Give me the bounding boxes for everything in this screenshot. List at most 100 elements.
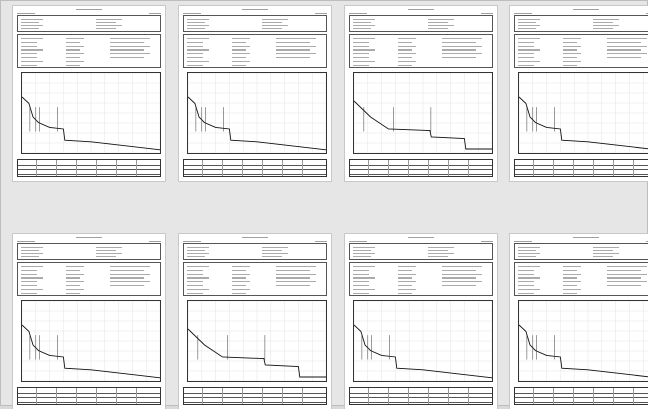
- info-line: [442, 38, 482, 39]
- info-line: [518, 25, 540, 26]
- info-line: [187, 22, 205, 23]
- info-line: [563, 285, 577, 286]
- info-line: [232, 293, 246, 294]
- info-line: [398, 281, 416, 282]
- info-line: [232, 277, 246, 278]
- info-line: [276, 57, 310, 58]
- info-line: [442, 285, 476, 286]
- page-2[interactable]: [179, 6, 331, 181]
- info-line: [398, 38, 416, 39]
- info-line: [66, 46, 84, 47]
- info-line: [187, 281, 203, 282]
- info-line: [593, 28, 613, 29]
- info-line: [518, 281, 534, 282]
- otdr-trace-plot: [353, 300, 493, 382]
- info-line: [398, 61, 416, 62]
- info-line: [21, 274, 37, 275]
- info-line: [262, 25, 288, 26]
- page-header: [510, 8, 648, 11]
- info-line: [593, 247, 619, 248]
- info-line: [428, 28, 448, 29]
- info-line: [353, 57, 369, 58]
- info-line: [398, 53, 416, 54]
- info-line: [66, 57, 80, 58]
- info-line: [518, 250, 536, 251]
- page-8[interactable]: [510, 234, 648, 409]
- trace-svg: [22, 73, 160, 153]
- info-line: [232, 289, 250, 290]
- info-line: [428, 22, 448, 23]
- info-line: [353, 25, 375, 26]
- info-line: [21, 42, 37, 43]
- info-line: [518, 38, 540, 39]
- info-line: [187, 285, 203, 286]
- info-line: [21, 253, 43, 254]
- events-table: [183, 159, 327, 177]
- page-4[interactable]: [510, 6, 648, 181]
- info-line: [518, 256, 536, 257]
- page-6[interactable]: [179, 234, 331, 409]
- info-line: [21, 270, 37, 271]
- info-line: [607, 274, 647, 275]
- info-line: [353, 281, 369, 282]
- page-5[interactable]: [13, 234, 165, 409]
- info-line: [262, 19, 288, 20]
- info-box-1: [17, 243, 161, 260]
- info-line: [66, 61, 84, 62]
- info-line: [232, 38, 250, 39]
- info-line: [110, 42, 144, 43]
- info-box-2: [349, 34, 493, 68]
- info-line: [187, 49, 209, 50]
- info-line: [398, 42, 412, 43]
- info-line: [262, 250, 282, 251]
- info-line: [563, 277, 577, 278]
- page-header: [13, 8, 165, 11]
- info-line: [353, 19, 375, 20]
- info-line: [21, 289, 43, 290]
- info-line: [187, 256, 205, 257]
- info-line: [398, 289, 416, 290]
- info-box-2: [17, 34, 161, 68]
- info-box-2: [514, 262, 648, 296]
- info-line: [563, 46, 581, 47]
- page-header: [345, 8, 497, 11]
- info-line: [66, 274, 84, 275]
- info-line: [110, 281, 150, 282]
- info-line: [607, 285, 641, 286]
- info-line: [21, 285, 37, 286]
- info-line: [262, 256, 282, 257]
- page-1[interactable]: [13, 6, 165, 181]
- info-line: [187, 42, 203, 43]
- info-line: [398, 57, 412, 58]
- info-line: [563, 281, 581, 282]
- info-box-1: [349, 243, 493, 260]
- info-line: [518, 19, 540, 20]
- info-line: [262, 253, 288, 254]
- page-3[interactable]: [345, 6, 497, 181]
- info-box-1: [183, 243, 327, 260]
- info-line: [187, 19, 209, 20]
- info-line: [66, 293, 80, 294]
- info-line: [353, 293, 369, 294]
- trace-svg: [22, 301, 160, 381]
- info-box-2: [17, 262, 161, 296]
- info-line: [353, 61, 375, 62]
- info-line: [607, 46, 647, 47]
- events-table: [514, 159, 648, 177]
- trace-svg: [519, 73, 648, 153]
- info-line: [21, 277, 43, 278]
- page-header: [179, 8, 331, 11]
- info-line: [518, 28, 536, 29]
- info-line: [563, 49, 577, 50]
- info-line: [563, 53, 581, 54]
- info-line: [518, 53, 534, 54]
- info-line: [353, 289, 375, 290]
- page-7[interactable]: [345, 234, 497, 409]
- events-table: [514, 387, 648, 405]
- trace-line: [519, 97, 648, 150]
- info-line: [187, 277, 209, 278]
- info-line: [353, 256, 371, 257]
- info-line: [66, 266, 84, 267]
- info-box-1: [349, 15, 493, 32]
